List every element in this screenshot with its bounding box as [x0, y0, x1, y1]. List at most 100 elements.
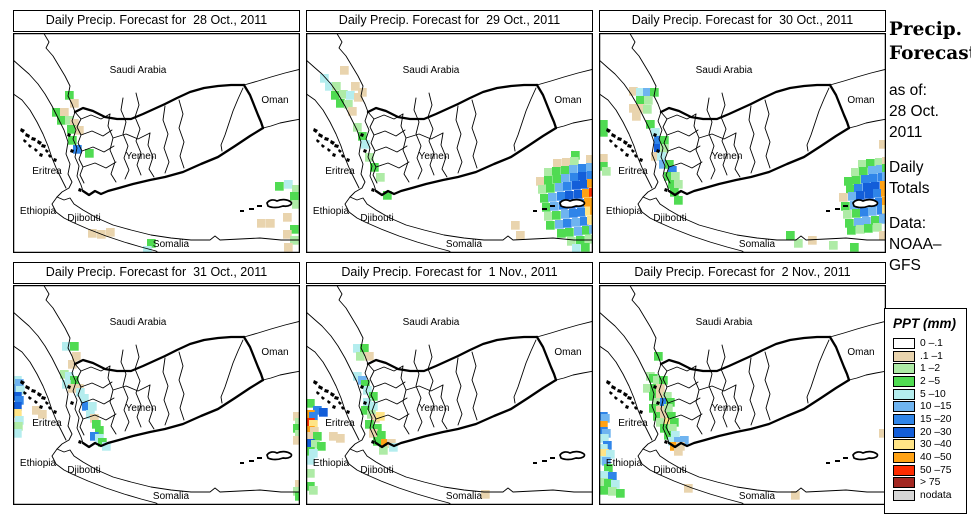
precip-cell — [309, 412, 318, 421]
precip-cell — [644, 96, 653, 105]
precip-cell — [346, 91, 355, 100]
precip-cell — [381, 439, 390, 448]
precip-cell — [671, 431, 680, 440]
precip-cell — [292, 185, 300, 194]
precip-cell — [344, 100, 353, 109]
precip-cell — [538, 185, 547, 194]
country-label-somalia: Somalia — [739, 239, 776, 250]
precip-cell — [13, 402, 22, 411]
precip-cell — [290, 225, 299, 234]
precip-cell — [582, 189, 591, 198]
precip-cell — [143, 246, 152, 253]
precip-cell — [325, 82, 334, 91]
precip-cell — [309, 486, 318, 495]
legend-swatch — [893, 401, 915, 413]
precip-cell — [871, 216, 880, 225]
precip-cell — [684, 484, 693, 493]
country-label-somalia: Somalia — [739, 491, 776, 502]
precip-cell — [646, 120, 655, 129]
country-label-yemen: Yemen — [126, 403, 157, 414]
precip-cell — [306, 456, 315, 465]
precip-cell — [600, 471, 609, 480]
precip-cell — [353, 372, 362, 381]
precip-cell — [577, 208, 586, 217]
precip-cell — [555, 220, 564, 229]
legend-item: 5 –10 — [893, 388, 966, 401]
precip-cell — [587, 179, 593, 188]
precip-cell — [561, 166, 570, 175]
precip-cell — [80, 394, 89, 403]
legend-label: nodata — [920, 490, 952, 502]
precip-cell — [376, 412, 385, 421]
country-label-oman: Oman — [847, 347, 874, 358]
precip-cell — [16, 386, 25, 395]
precip-cell — [604, 464, 613, 473]
precip-cell — [578, 172, 587, 181]
precip-cell — [293, 487, 300, 496]
precip-cell — [70, 342, 79, 351]
precip-cell — [572, 218, 581, 227]
precip-cell — [670, 188, 679, 197]
country-label-ethiopia: Ethiopia — [606, 458, 643, 469]
precip-cell — [542, 203, 551, 212]
precip-cell — [846, 185, 855, 194]
precip-cell — [311, 440, 320, 449]
map-panel: Saudi Arabia Oman Yemen Eritrea Ethiopia Djib… — [599, 285, 886, 505]
precip-cell — [845, 219, 854, 228]
precip-cell — [608, 472, 617, 481]
legend-label: > 75 — [920, 477, 941, 489]
precip-cell — [373, 424, 382, 433]
precip-cell — [563, 219, 572, 228]
precip-cell — [275, 182, 284, 191]
precip-cell — [676, 442, 685, 451]
country-label-yemen: Yemen — [712, 151, 743, 162]
legend-swatch — [893, 439, 915, 451]
precip-cell — [90, 414, 99, 423]
precip-cell — [636, 104, 645, 113]
precip-cell — [859, 167, 868, 176]
precip-cell — [62, 342, 71, 351]
precip-cell — [632, 112, 641, 121]
precip-cell — [147, 239, 156, 248]
legend-label: 5 –10 — [920, 388, 946, 400]
precip-cell — [868, 207, 877, 216]
legend-label: 1 –2 — [920, 363, 941, 375]
precip-cell — [102, 442, 111, 451]
precip-cell — [306, 399, 315, 408]
legend-item: 2 –5 — [893, 375, 966, 388]
precip-cell — [569, 209, 578, 218]
precip-cell — [664, 172, 673, 181]
precip-cell — [599, 120, 608, 129]
precip-cell — [600, 434, 609, 443]
precip-cell — [674, 437, 683, 446]
precip-cell — [557, 192, 566, 201]
legend-item: > 75 — [893, 477, 966, 490]
precip-cell — [553, 159, 562, 168]
precip-cell — [643, 384, 652, 393]
precip-cell — [584, 198, 593, 207]
precip-cell — [88, 402, 97, 411]
country-label-yemen: Yemen — [419, 403, 450, 414]
precip-cell — [660, 398, 669, 407]
precip-cell — [585, 235, 593, 244]
data-source-line1: NOAA– — [889, 236, 942, 253]
precip-cell — [383, 191, 392, 200]
precip-cell — [656, 406, 665, 415]
precip-cell — [540, 194, 549, 203]
precip-cell — [660, 144, 669, 153]
precip-cell — [636, 96, 645, 105]
country-label-eritrea: Eritrea — [325, 166, 355, 177]
precip-cell — [879, 231, 886, 240]
precip-cell — [106, 228, 115, 237]
panel-title: Daily Precip. Forecast for 30 Oct., 2011 — [599, 10, 886, 32]
country-label-ethiopia: Ethiopia — [313, 458, 350, 469]
precip-cell — [660, 136, 669, 145]
legend-label: 2 –5 — [920, 375, 941, 387]
precip-cell — [844, 177, 853, 186]
precip-cell — [668, 180, 677, 189]
country-label-ethiopia: Ethiopia — [313, 206, 350, 217]
precip-cell — [360, 344, 369, 353]
sidebar-title: Precip. Forecast — [889, 19, 971, 64]
precip-cell — [574, 227, 583, 236]
